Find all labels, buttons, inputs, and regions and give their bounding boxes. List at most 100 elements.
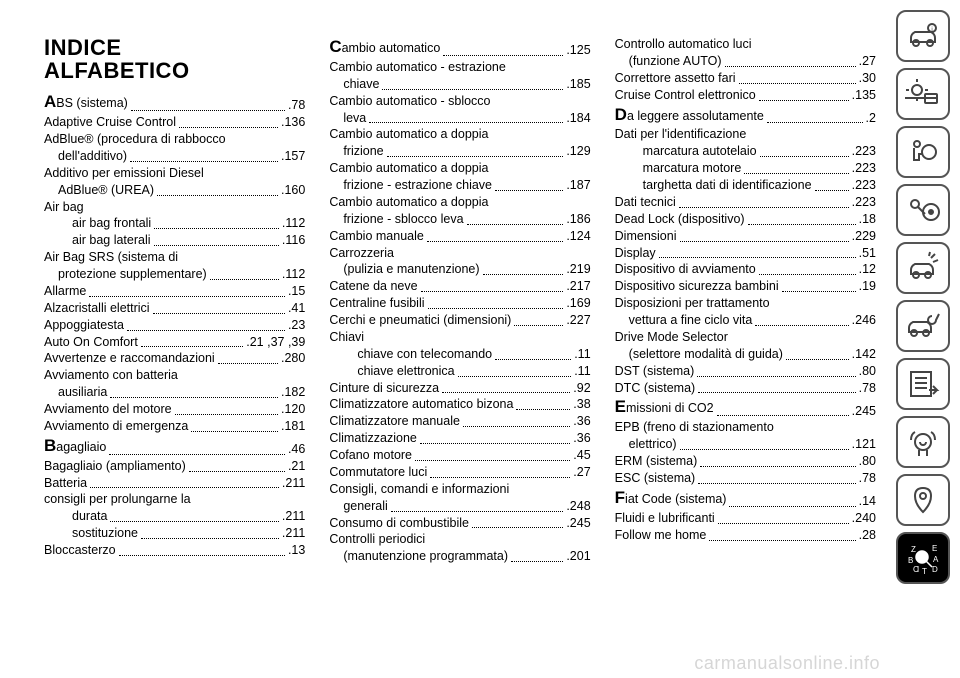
entry-page: .30 [859,70,876,87]
entry-label: Dispositivo sicurezza bambini [615,278,779,295]
entry-label: Avvertenze e raccomandazioni [44,350,215,367]
entry-label: chiave [343,76,379,93]
leader-dots [218,363,278,364]
entry-label: Cambio manuale [329,228,424,245]
entry-page: .23 [288,317,305,334]
entry-label: sostituzione [72,525,138,542]
entry-label: Climatizzazione [329,430,417,447]
entry-page: .227 [566,312,590,329]
index-entry-continuation: Controlli periodici [329,531,590,548]
entry-page: .186 [566,211,590,228]
entry-label: Fiat Code (sistema) [615,487,727,510]
gps-icon[interactable] [896,474,950,526]
leader-dots [430,477,570,478]
leader-dots [189,471,285,472]
index-entry: (manutenzione programmata).201 [329,548,590,565]
leader-dots [369,122,563,123]
entry-page: .46 [288,441,305,458]
watermark: carmanualsonline.info [694,653,880,674]
entry-page: .184 [566,110,590,127]
leader-dots [90,487,279,488]
entry-label: Dead Lock (dispositivo) [615,211,745,228]
entry-page: .223 [852,177,876,194]
entry-label: air bag frontali [72,215,151,232]
leader-dots [698,483,855,484]
index-entry-continuation: Avviamento con batteria [44,367,305,384]
entry-page: .121 [852,436,876,453]
leader-dots [191,431,278,432]
entry-page: .28 [859,527,876,544]
entry-page: .245 [566,515,590,532]
entry-label: Display [615,245,656,262]
index-entry: chiave elettronica.11 [329,363,590,380]
leader-dots [748,224,856,225]
entry-page: .201 [566,548,590,565]
index-entry: Cinture di sicurezza.92 [329,380,590,397]
leader-dots [759,100,849,101]
leader-dots [154,228,279,229]
climate-icon[interactable] [896,68,950,120]
index-entry: Climatizzatore automatico bizona.38 [329,396,590,413]
index-entry: vettura a fine ciclo vita.246 [615,312,876,329]
key-steering-icon[interactable] [896,184,950,236]
leader-dots [127,330,285,331]
entry-label: Bagagliaio (ampliamento) [44,458,186,475]
svg-text:D: D [932,565,938,574]
entry-label: elettrico) [629,436,677,453]
leader-dots [110,521,278,522]
entry-page: .116 [282,232,305,249]
car-service-icon[interactable] [896,300,950,352]
entry-label: Cambio automatico [329,36,440,59]
entry-label: chiave con telecomando [357,346,492,363]
entry-page: .185 [566,76,590,93]
index-entry: marcatura autotelaio.223 [615,143,876,160]
media-icon[interactable] [896,416,950,468]
leader-dots [141,346,243,347]
index-entry: Climatizzatore manuale.36 [329,413,590,430]
car-info-icon[interactable]: i [896,10,950,62]
index-entry-continuation: Cambio automatico a doppia [329,160,590,177]
index-entry: Dimensioni.229 [615,228,876,245]
entry-label: (funzione AUTO) [629,53,722,70]
entry-page: .129 [566,143,590,160]
entry-page: .36 [573,430,590,447]
leader-dots [157,195,278,196]
leader-dots [495,359,571,360]
entry-page: .27 [573,464,590,481]
index-entry: Dead Lock (dispositivo).18 [615,211,876,228]
index-entry: Consumo di combustibile.245 [329,515,590,532]
entry-page: .219 [566,261,590,278]
entry-page: .80 [859,363,876,380]
leader-dots [767,122,863,123]
specs-icon[interactable] [896,358,950,410]
leader-dots [415,460,570,461]
index-icon[interactable]: Z E A D T C B I [896,532,950,584]
leader-dots [495,190,563,191]
entry-label: Cruise Control elettronico [615,87,756,104]
svg-text:B: B [908,556,913,565]
index-entry: (selettore modalità di guida).142 [615,346,876,363]
entry-label: (pulizia e manutenzione) [343,261,479,278]
index-entry-continuation: Cambio automatico a doppia [329,194,590,211]
airbag-icon[interactable] [896,126,950,178]
entry-page: .51 [859,245,876,262]
leader-dots [700,466,855,467]
entry-label: Batteria [44,475,87,492]
leader-dots [744,173,848,174]
index-entry: chiave con telecomando.11 [329,346,590,363]
index-entry: air bag frontali.112 [44,215,305,232]
entry-page: .78 [859,380,876,397]
entry-label: Cinture di sicurezza [329,380,439,397]
car-crash-icon[interactable] [896,242,950,294]
entry-label: Centraline fusibili [329,295,424,312]
entry-label: targhetta dati di identificazione [643,177,812,194]
entry-label: Avviamento del motore [44,401,172,418]
entry-label: Appoggiatesta [44,317,124,334]
leader-dots [729,506,855,507]
entry-label: ABS (sistema) [44,91,128,114]
leader-dots [382,89,563,90]
index-entry: marcatura motore.223 [615,160,876,177]
leader-dots [154,245,279,246]
leader-dots [153,313,285,314]
entry-label: chiave elettronica [357,363,454,380]
